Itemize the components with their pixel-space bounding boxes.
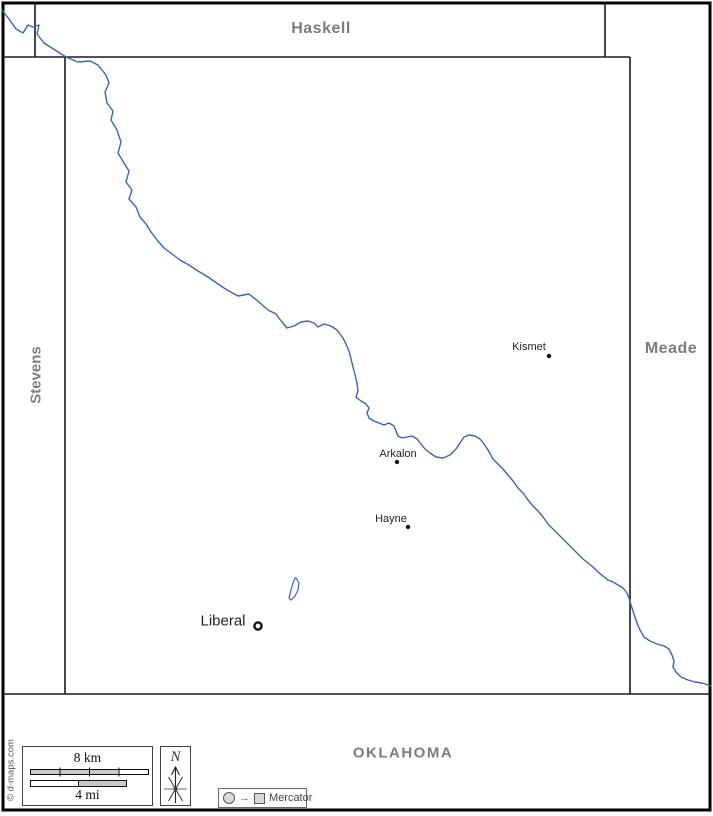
town-marker-arkalon: [394, 459, 400, 465]
flat-map-icon: [254, 792, 265, 804]
sphere-icon: [223, 792, 235, 804]
copyright-text: © d-maps.com: [5, 739, 17, 801]
town-marker-hayne: [405, 524, 411, 530]
north-box: N: [160, 746, 191, 806]
projection-name: Mercator: [269, 792, 313, 804]
scale-km-seg-3: [89, 769, 119, 775]
scale-km-seg-2: [60, 769, 90, 775]
scale-mi-label: 4 mi: [75, 786, 100, 802]
scale-box: 8 km 4 mi: [22, 746, 153, 806]
neighbor-label-haskell: Haskell: [291, 20, 351, 37]
neighbor-label-stevens: Stevens: [27, 346, 45, 404]
scale-km-label: 8 km: [73, 750, 102, 765]
state-label-oklahoma: OKLAHOMA: [352, 744, 454, 762]
neighbor-label-meade: Meade: [644, 340, 698, 357]
projection-arrow-icon: →: [239, 791, 250, 804]
pond-outline: [288, 577, 300, 601]
scale-km-seg-1: [30, 769, 60, 775]
river: [1, 9, 712, 687]
projection-legend: → Mercator: [218, 788, 312, 808]
town-label-liberal: Liberal: [200, 612, 246, 630]
scale-mi-seg: [78, 780, 127, 787]
town-label-hayne: Hayne: [375, 513, 407, 525]
town-label-arkalon: Arkalon: [379, 448, 417, 460]
town-label-kismet: Kismet: [512, 341, 546, 353]
north-label: N: [170, 749, 181, 765]
scale-bars: [30, 767, 149, 787]
town-marker-kismet: [546, 353, 552, 359]
north-arrow-icon: [164, 765, 187, 803]
town-marker-liberal: [253, 621, 263, 631]
